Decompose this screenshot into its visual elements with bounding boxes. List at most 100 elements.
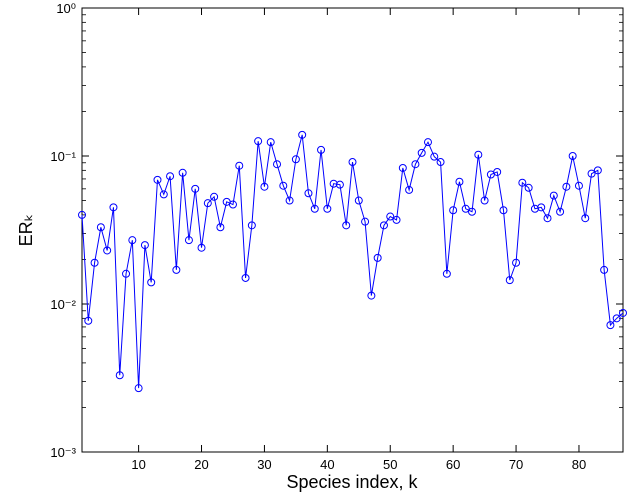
data-point xyxy=(405,185,414,194)
data-point xyxy=(140,241,149,250)
data-point xyxy=(612,314,621,323)
data-point xyxy=(115,371,124,380)
data-point xyxy=(78,210,86,219)
data-point xyxy=(323,204,332,213)
data-point xyxy=(449,206,458,215)
data-point xyxy=(191,184,200,193)
data-point xyxy=(153,175,162,184)
data-point xyxy=(103,246,112,255)
data-point xyxy=(556,207,565,216)
data-point xyxy=(361,217,370,226)
data-point xyxy=(423,138,432,147)
data-point xyxy=(537,203,546,212)
data-point xyxy=(543,214,552,223)
x-axis-label: Species index, k xyxy=(286,472,418,492)
y-tick-label: 10⁻² xyxy=(50,297,76,312)
data-point xyxy=(235,161,244,170)
data-point xyxy=(266,138,275,147)
data-point xyxy=(600,265,609,274)
data-point xyxy=(480,196,489,205)
data-point xyxy=(210,192,219,201)
y-tick-label: 10⁰ xyxy=(56,1,76,16)
data-point xyxy=(379,221,388,230)
data-point xyxy=(512,258,521,267)
data-line xyxy=(81,134,624,389)
data-point xyxy=(260,182,269,191)
data-point xyxy=(549,191,558,200)
data-point xyxy=(304,189,313,198)
data-point xyxy=(386,212,395,221)
data-point xyxy=(430,152,439,161)
data-point xyxy=(468,207,477,216)
data-point xyxy=(310,204,319,213)
data-point xyxy=(317,145,326,154)
x-tick-label: 50 xyxy=(383,457,397,472)
data-point xyxy=(285,196,294,205)
plot-frame xyxy=(81,7,624,453)
data-point xyxy=(159,190,168,199)
data-point xyxy=(298,130,307,139)
y-tick-label: 10⁻¹ xyxy=(50,149,76,164)
data-point xyxy=(134,384,143,393)
data-point xyxy=(499,206,508,215)
data-point xyxy=(335,180,344,189)
data-point xyxy=(109,203,118,212)
data-point xyxy=(348,158,357,167)
x-tick-label: 70 xyxy=(509,457,523,472)
data-point xyxy=(436,158,445,167)
data-point xyxy=(461,204,470,213)
data-point xyxy=(279,181,288,190)
data-point xyxy=(574,181,583,190)
data-point xyxy=(178,168,187,177)
x-tick-label: 80 xyxy=(572,457,586,472)
data-point xyxy=(273,160,282,169)
data-point xyxy=(411,160,420,169)
data-point xyxy=(203,199,212,208)
data-point xyxy=(524,183,533,192)
data-point xyxy=(90,258,99,267)
data-point xyxy=(367,291,376,300)
data-point xyxy=(474,150,483,159)
data-point xyxy=(216,223,225,232)
data-point xyxy=(228,200,237,209)
data-point xyxy=(442,269,451,278)
data-point xyxy=(505,276,514,285)
x-tick-label: 60 xyxy=(446,457,460,472)
data-point xyxy=(96,223,105,232)
data-point xyxy=(241,273,250,282)
data-point xyxy=(398,163,407,172)
data-point xyxy=(568,152,577,160)
data-point xyxy=(593,166,602,175)
data-point xyxy=(329,179,338,188)
data-point xyxy=(254,137,263,146)
data-point xyxy=(455,177,464,186)
x-tick-label: 10 xyxy=(131,457,145,472)
data-point xyxy=(128,236,137,245)
data-point xyxy=(587,169,596,178)
data-point xyxy=(291,155,300,164)
data-point xyxy=(122,269,131,278)
data-point xyxy=(392,215,401,224)
data-point xyxy=(373,253,382,262)
data-point xyxy=(562,182,571,191)
data-point xyxy=(147,278,156,287)
data-point xyxy=(417,148,426,157)
data-point xyxy=(197,243,206,252)
x-tick-label: 40 xyxy=(320,457,334,472)
y-axis-label: ERₖ xyxy=(16,214,36,247)
data-point xyxy=(606,321,615,330)
data-point xyxy=(518,178,527,187)
y-tick-label: 10⁻³ xyxy=(50,445,76,460)
data-point xyxy=(172,265,181,274)
data-point xyxy=(354,196,363,205)
data-point xyxy=(581,214,590,223)
x-tick-label: 20 xyxy=(194,457,208,472)
data-point xyxy=(342,221,351,230)
data-point xyxy=(247,221,256,230)
data-point xyxy=(84,316,93,325)
data-point xyxy=(493,167,502,176)
data-point xyxy=(166,172,175,181)
